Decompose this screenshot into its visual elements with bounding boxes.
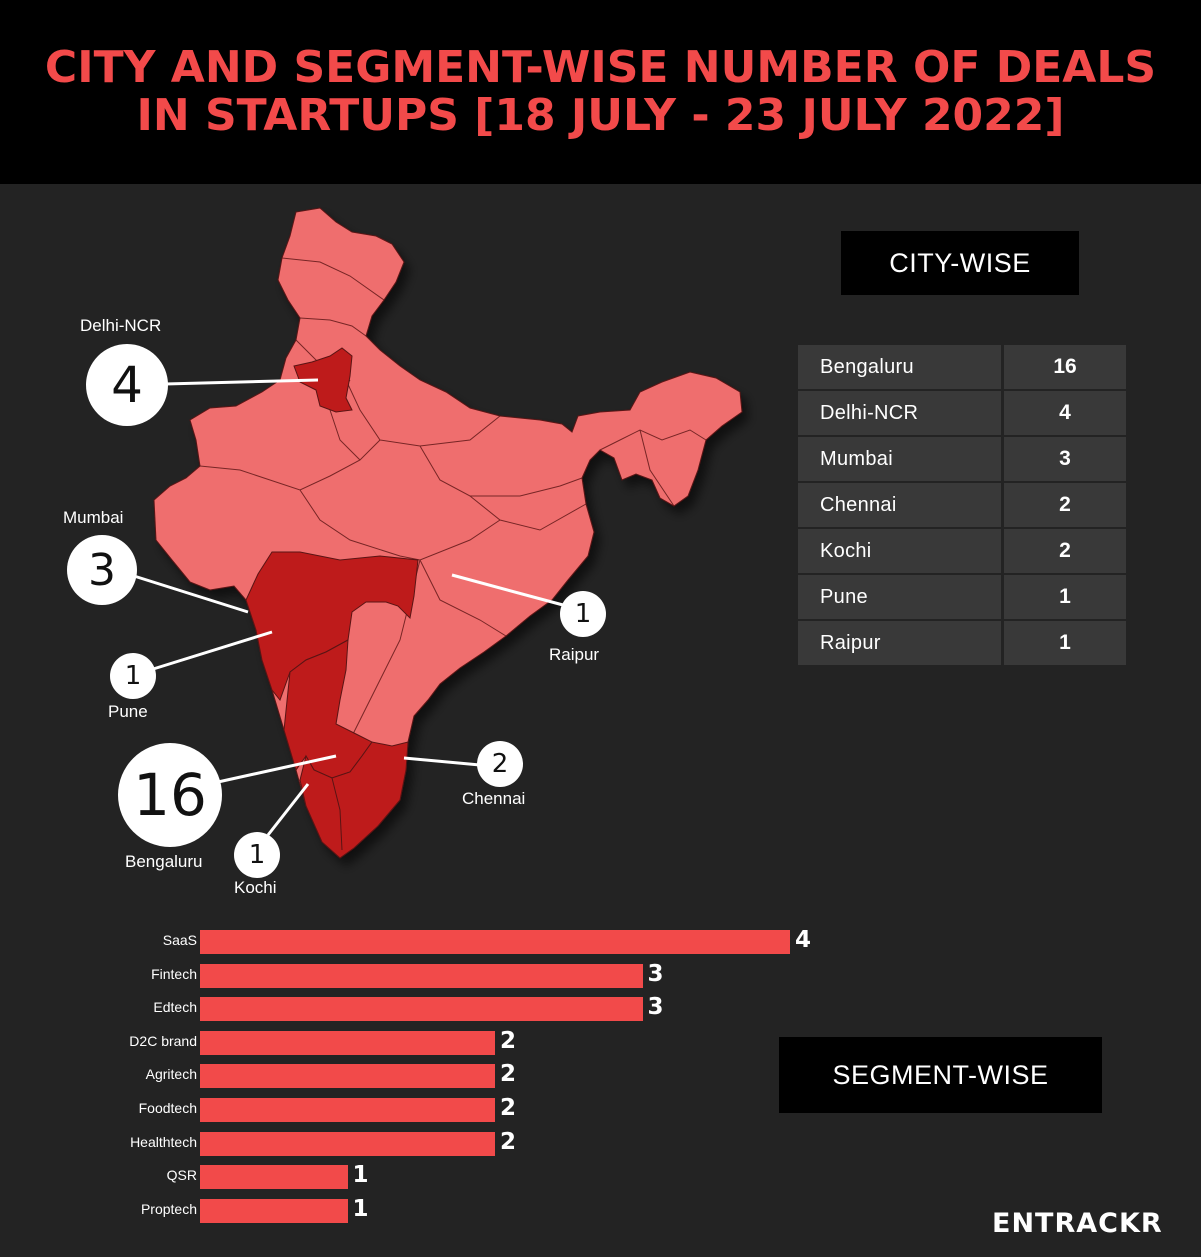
map-bubble-bengaluru: 16	[118, 743, 222, 847]
segment-value-label: 1	[352, 1162, 369, 1189]
segment-bar-chart: SaaS 4 Fintech 3 Edtech 3 D2C brand 2 Agritech 2 F…	[0, 924, 1201, 1234]
segment-label: Proptech	[140, 1200, 197, 1217]
segment-value-label: 2	[500, 1128, 517, 1155]
segment-label: Agritech	[145, 1066, 197, 1083]
segment-label: Foodtech	[138, 1100, 197, 1116]
city-count: 2	[1004, 529, 1126, 573]
city-table: Bengaluru 16 Delhi-NCR 4 Mumbai 3 Chenna…	[798, 345, 1126, 667]
map-bubble-chennai: 2	[477, 741, 523, 787]
segment-bar	[200, 1131, 495, 1156]
segment-value-label: 2	[500, 1061, 517, 1088]
segment-bar	[200, 963, 643, 988]
map-bubble-delhi-ncr: 4	[86, 344, 168, 426]
table-row: Mumbai 3	[798, 437, 1126, 481]
city-count: 3	[1004, 437, 1126, 481]
segment-bar	[200, 997, 643, 1022]
map-label-chennai: Chennai	[462, 789, 526, 808]
city-name: Kochi	[798, 529, 1001, 573]
segment-value-label: 1	[352, 1195, 369, 1222]
segment-value-label: 3	[647, 994, 664, 1021]
segment-bar	[200, 1165, 348, 1190]
map-label-bengaluru: Bengaluru	[125, 852, 203, 871]
segment-row: Proptech 1	[0, 1195, 1000, 1223]
city-name: Pune	[798, 575, 1001, 619]
map-bubble-kochi: 1	[234, 832, 280, 878]
city-name: Bengaluru	[798, 345, 1001, 389]
segment-wise-tag: SEGMENT-WISE	[779, 1037, 1102, 1113]
segment-value-label: 3	[647, 960, 664, 987]
segment-bar	[200, 1198, 348, 1223]
segment-label: QSR	[166, 1167, 197, 1184]
segment-label: D2C brand	[129, 1032, 197, 1049]
map-bubble-raipur: 1	[560, 591, 606, 637]
title-line-1: CITY AND SEGMENT-WISE NUMBER OF DEALS	[44, 42, 1157, 93]
city-name: Mumbai	[798, 437, 1001, 481]
table-row: Raipur 1	[798, 621, 1126, 665]
segment-row: D2C brand 2	[0, 1027, 1000, 1055]
title-line-2: IN STARTUPS [18 JULY - 23 JULY 2022]	[136, 90, 1065, 141]
segment-label: Fintech	[151, 965, 197, 982]
india-map	[133, 207, 743, 859]
city-name: Delhi-NCR	[798, 391, 1001, 435]
segment-bar	[200, 1064, 495, 1089]
city-wise-tag: CITY-WISE	[841, 231, 1079, 295]
table-row: Pune 1	[798, 575, 1126, 619]
segment-row: Healthtech 2	[0, 1128, 1000, 1156]
south-region	[299, 741, 409, 859]
segment-row: QSR 1	[0, 1162, 1000, 1190]
city-name: Raipur	[798, 621, 1001, 665]
city-count: 1	[1004, 621, 1126, 665]
city-count: 16	[1004, 345, 1126, 389]
map-label-delhi-ncr: Delhi-NCR	[80, 316, 162, 335]
segment-bar	[200, 1098, 495, 1122]
map-label-pune: Pune	[108, 702, 148, 721]
map-label-raipur: Raipur	[549, 645, 600, 664]
table-row: Chennai 2	[798, 483, 1126, 527]
delhi-ncr-region	[293, 347, 353, 413]
entrackr-logo: ENTRACKR	[992, 1208, 1163, 1239]
maharashtra-region	[245, 551, 419, 702]
segment-value-label: 2	[500, 1095, 517, 1121]
header-banner: CITY AND SEGMENT-WISE NUMBER OF DEALS IN…	[0, 0, 1201, 184]
segment-value-label: 2	[500, 1027, 517, 1054]
city-count: 1	[1004, 575, 1126, 619]
map-bubble-mumbai: 3	[67, 535, 137, 605]
city-count: 4	[1004, 391, 1126, 435]
segment-bar	[200, 930, 790, 954]
segment-label: SaaS	[162, 932, 197, 948]
map-label-mumbai: Mumbai	[63, 508, 124, 527]
table-row: Delhi-NCR 4	[798, 391, 1126, 435]
table-row: Kochi 2	[798, 529, 1126, 573]
segment-row: Edtech 3	[0, 994, 1000, 1022]
segment-label: Edtech	[153, 999, 197, 1016]
map-label-kochi: Kochi	[234, 878, 277, 897]
segment-row: Foodtech 2	[0, 1095, 1000, 1122]
segment-row: SaaS 4	[0, 927, 1000, 954]
city-count: 2	[1004, 483, 1126, 527]
city-name: Chennai	[798, 483, 1001, 527]
map-bubble-pune: 1	[110, 653, 156, 699]
segment-value-label: 4	[795, 927, 812, 953]
segment-bar	[200, 1030, 495, 1055]
table-row: Bengaluru 16	[798, 345, 1126, 389]
india-outline	[153, 207, 743, 859]
leader-lines	[133, 378, 564, 836]
segment-row: Fintech 3	[0, 960, 1000, 988]
segment-row: Agritech 2	[0, 1061, 1000, 1089]
segment-label: Healthtech	[130, 1133, 197, 1150]
